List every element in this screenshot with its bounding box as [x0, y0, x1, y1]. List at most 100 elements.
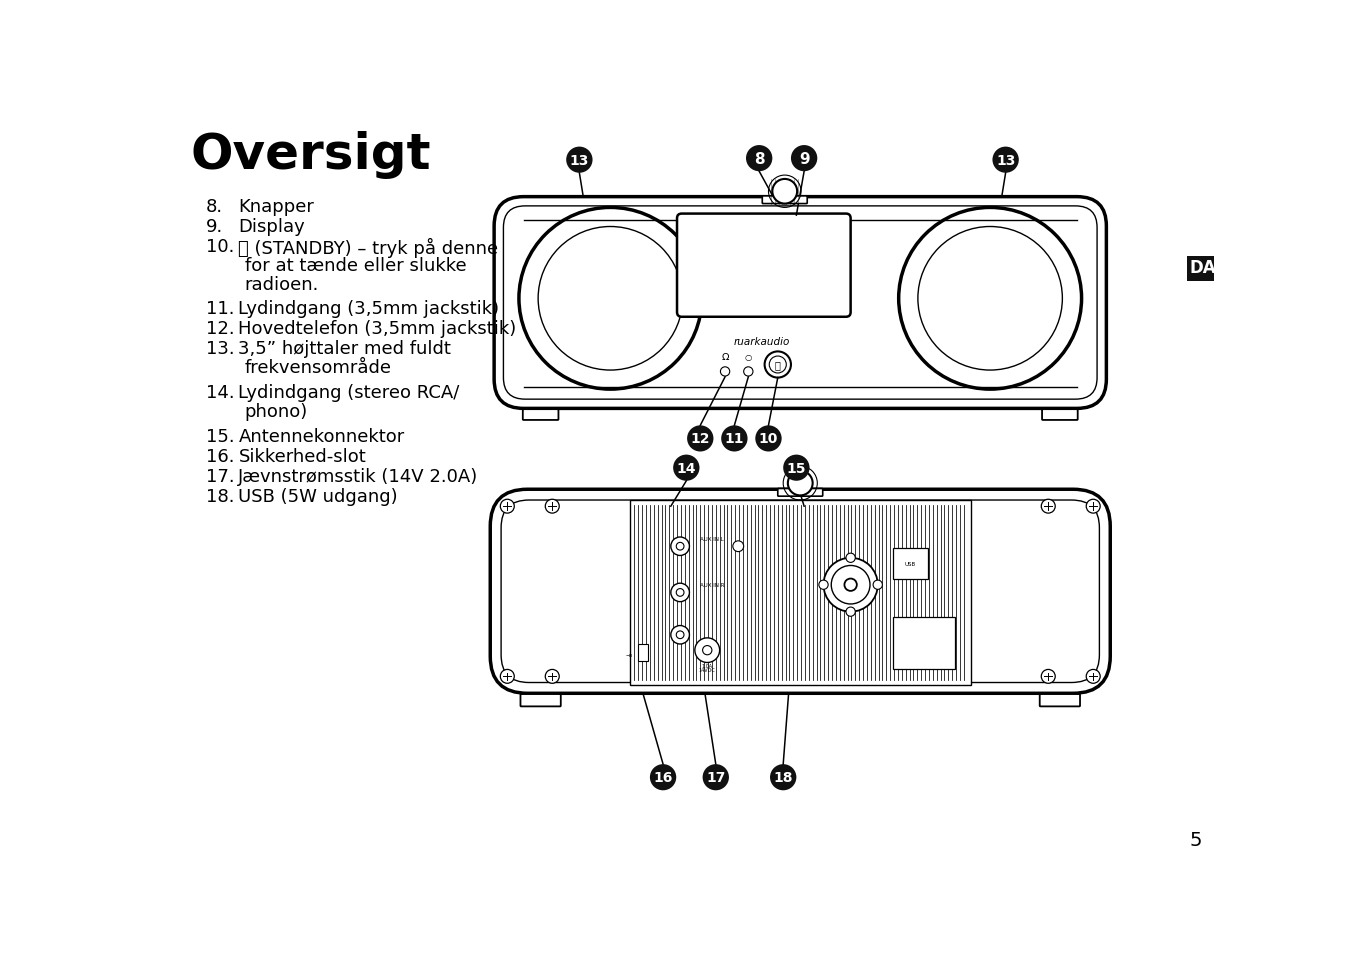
Text: 3,5” højttaler med fuldt: 3,5” højttaler med fuldt [239, 340, 452, 358]
Circle shape [703, 646, 712, 655]
Text: 9: 9 [799, 152, 809, 167]
Text: radioen.: radioen. [244, 275, 318, 294]
Text: 12: 12 [691, 432, 710, 446]
Circle shape [500, 499, 514, 514]
Text: USB: USB [905, 561, 916, 566]
Circle shape [755, 426, 781, 452]
Text: 10.: 10. [206, 237, 235, 255]
Text: 14: 14 [677, 461, 696, 476]
Circle shape [873, 580, 882, 590]
Text: 11.: 11. [206, 300, 235, 318]
Text: Sikkerhed-slot: Sikkerhed-slot [239, 447, 366, 465]
FancyBboxPatch shape [638, 644, 649, 661]
Text: 12.: 12. [206, 320, 235, 338]
Circle shape [545, 499, 560, 514]
Circle shape [1086, 499, 1101, 514]
Circle shape [746, 146, 773, 172]
Circle shape [673, 456, 700, 481]
Text: Ω: Ω [722, 352, 728, 361]
Circle shape [819, 580, 828, 590]
Circle shape [788, 472, 812, 496]
Text: Knapper: Knapper [239, 197, 314, 215]
Text: Hovedtelefon (3,5mm jackstik): Hovedtelefon (3,5mm jackstik) [239, 320, 517, 338]
Circle shape [722, 426, 747, 452]
FancyBboxPatch shape [1040, 695, 1081, 706]
FancyBboxPatch shape [630, 500, 971, 685]
FancyBboxPatch shape [1041, 410, 1078, 420]
Circle shape [703, 764, 728, 790]
Circle shape [545, 670, 560, 683]
Circle shape [784, 456, 809, 481]
FancyBboxPatch shape [778, 489, 823, 497]
FancyBboxPatch shape [893, 618, 955, 670]
Text: 18.: 18. [206, 487, 235, 505]
Text: AUX IN L: AUX IN L [700, 537, 723, 541]
Circle shape [844, 579, 857, 591]
Text: 15: 15 [786, 461, 807, 476]
Circle shape [769, 356, 786, 374]
Text: phono): phono) [244, 403, 308, 420]
Text: 8.: 8. [206, 197, 223, 215]
Text: ruarkaudio: ruarkaudio [734, 337, 791, 347]
Circle shape [670, 583, 689, 602]
Text: for at tænde eller slukke: for at tænde eller slukke [244, 256, 467, 274]
Text: 9.: 9. [206, 217, 223, 235]
Circle shape [846, 607, 855, 617]
Circle shape [791, 146, 817, 172]
FancyBboxPatch shape [762, 196, 807, 204]
Circle shape [765, 352, 791, 378]
Circle shape [846, 554, 855, 563]
Text: Oversigt: Oversigt [190, 132, 430, 179]
Circle shape [823, 558, 878, 612]
Circle shape [831, 566, 870, 604]
Text: Lydindgang (stereo RCA/: Lydindgang (stereo RCA/ [239, 384, 460, 401]
Circle shape [1041, 499, 1055, 514]
Circle shape [676, 631, 684, 639]
Text: 16: 16 [653, 770, 673, 784]
Circle shape [720, 368, 730, 376]
Text: USB (5W udgang): USB (5W udgang) [239, 487, 398, 505]
FancyBboxPatch shape [677, 214, 851, 317]
Circle shape [1041, 670, 1055, 683]
Circle shape [993, 148, 1018, 173]
Circle shape [733, 541, 743, 552]
Circle shape [773, 180, 797, 204]
FancyBboxPatch shape [893, 548, 928, 579]
FancyBboxPatch shape [523, 410, 558, 420]
Circle shape [676, 589, 684, 597]
Text: 8: 8 [754, 152, 765, 167]
Circle shape [670, 537, 689, 556]
FancyBboxPatch shape [494, 197, 1106, 409]
Circle shape [1086, 670, 1101, 683]
Text: ○: ○ [745, 353, 751, 361]
Circle shape [650, 764, 676, 790]
Text: DA: DA [1190, 259, 1217, 277]
Text: Display: Display [239, 217, 305, 235]
Text: frekvensområde: frekvensområde [244, 359, 391, 377]
Text: 13: 13 [996, 153, 1016, 168]
Text: ⇥: ⇥ [626, 653, 631, 659]
Circle shape [676, 543, 684, 551]
Text: 10: 10 [758, 432, 778, 446]
Text: Lydindgang (3,5mm jackstik): Lydindgang (3,5mm jackstik) [239, 300, 499, 318]
Text: Jævnstrømsstik (14V 2.0A): Jævnstrømsstik (14V 2.0A) [239, 467, 479, 485]
Circle shape [743, 368, 753, 376]
FancyBboxPatch shape [1187, 256, 1219, 281]
Text: 17: 17 [706, 770, 726, 784]
Text: 16.: 16. [206, 447, 235, 465]
FancyBboxPatch shape [490, 490, 1110, 694]
Text: 14.: 14. [206, 384, 235, 401]
FancyBboxPatch shape [521, 695, 561, 706]
Circle shape [695, 639, 719, 662]
Text: ⏻: ⏻ [774, 360, 781, 370]
Circle shape [670, 626, 689, 644]
Text: 14VDC: 14VDC [699, 667, 715, 672]
Circle shape [687, 426, 714, 452]
Text: 1.0A: 1.0A [701, 663, 712, 668]
Text: 18: 18 [773, 770, 793, 784]
Text: 13: 13 [569, 153, 590, 168]
Circle shape [500, 670, 514, 683]
Text: AUX IN R: AUX IN R [700, 582, 724, 588]
Text: 17.: 17. [206, 467, 235, 485]
Circle shape [567, 148, 592, 173]
